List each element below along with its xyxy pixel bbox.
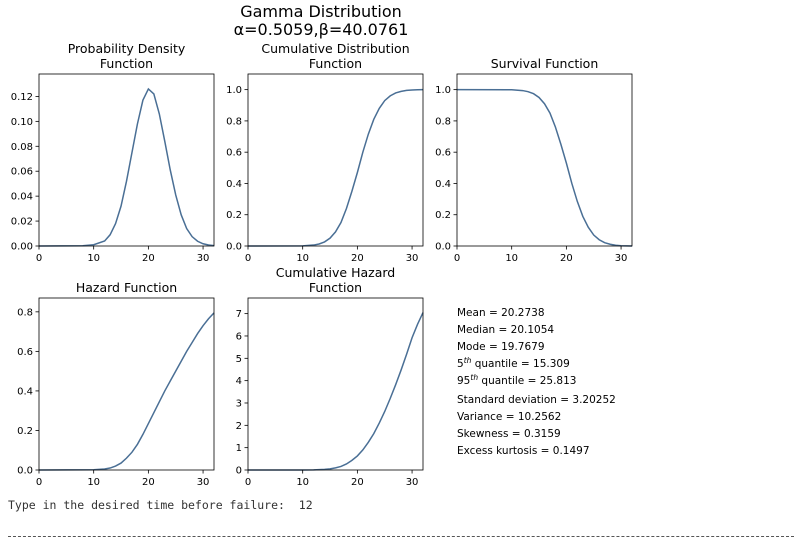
survival-function-curve — [456, 88, 633, 247]
stat-line: Excess kurtosis = 0.1497 — [457, 445, 590, 457]
probability-density-function-ytick-label: 0.10 — [11, 117, 33, 128]
survival-function-xtick-label: 0 — [454, 253, 460, 264]
hazard-function-xtick-label: 10 — [87, 477, 100, 488]
stat-line: 95th quantile = 25.813 — [457, 373, 576, 387]
cumulative-distribution-function-ytick-label: 0.4 — [226, 179, 242, 190]
survival-function-xtick-label: 10 — [505, 253, 518, 264]
hazard-function-ytick-label: 0.8 — [17, 307, 33, 318]
probability-density-function-ytick-label: 0.06 — [11, 167, 33, 178]
cumulative-hazard-function-ytick-label: 3 — [236, 398, 242, 409]
probability-density-function-ytick-label: 0.08 — [11, 142, 33, 153]
stat-line: Variance = 10.2562 — [457, 411, 561, 423]
console-divider — [8, 536, 794, 537]
stat-line: Mean = 20.2738 — [457, 307, 545, 319]
statistics-panel: Mean = 20.2738 Median = 20.1054 Mode = 19.… — [457, 307, 616, 457]
cumulative-hazard-function-ytick-label: 1 — [236, 443, 242, 454]
cumulative-distribution-function-ytick-label: 0.6 — [226, 148, 242, 159]
cumulative-distribution-function-axes-frame — [247, 73, 424, 247]
survival-function-panel: Survival Function 0 10 20 30 0.0 0.2 0.4 0.6 0.8 1… — [435, 56, 633, 264]
probability-density-function-ytick-label: 0.02 — [11, 217, 33, 228]
probability-density-function-xtick-label: 10 — [87, 253, 100, 264]
cumulative-distribution-function-ytick-label: 0.2 — [226, 210, 242, 221]
cumulative-hazard-function-ytick-label: 6 — [236, 331, 242, 342]
hazard-function-title-line-1: Hazard Function — [76, 280, 177, 295]
cumulative-distribution-function-ytick-label: 0.8 — [226, 116, 242, 127]
hazard-function-ytick-label: 0.2 — [17, 426, 33, 437]
survival-function-ytick-label: 0.8 — [435, 116, 451, 127]
hazard-function-axes-frame — [38, 297, 215, 471]
survival-function-axes-frame — [456, 73, 633, 247]
survival-function-ytick-label: 1.0 — [435, 85, 451, 96]
cumulative-hazard-function-xtick-label: 30 — [406, 477, 419, 488]
probability-density-function-ytick-label: 0.00 — [11, 242, 33, 253]
hazard-function-xtick-label: 30 — [197, 477, 210, 488]
probability-density-function-ytick-label: 0.12 — [11, 92, 33, 103]
cumulative-hazard-function-ytick-label: 2 — [236, 421, 242, 432]
survival-function-xtick-label: 20 — [560, 253, 573, 264]
hazard-function-ytick-label: 0.4 — [17, 386, 33, 397]
cumulative-hazard-function-ytick-label: 0 — [236, 466, 242, 477]
probability-density-function-axes-frame — [38, 73, 215, 247]
hazard-function-xtick-label: 20 — [142, 477, 155, 488]
cumulative-distribution-function-xtick-label: 20 — [351, 253, 364, 264]
stat-line: Mode = 19.7679 — [457, 341, 545, 353]
cumulative-hazard-function-curve — [247, 312, 424, 471]
survival-function-title-line-1: Survival Function — [491, 56, 599, 71]
probability-density-function-xtick-label: 0 — [36, 253, 42, 264]
probability-density-function-xtick-label: 30 — [197, 253, 210, 264]
cumulative-hazard-function-xtick-label: 10 — [296, 477, 309, 488]
survival-function-ytick-label: 0.4 — [435, 179, 451, 190]
probability-density-function-title-line-2: Function — [100, 56, 153, 71]
cumulative-distribution-function-title-line-2: Function — [309, 56, 362, 71]
console-prompt: Type in the desired time before failure:… — [8, 498, 313, 512]
probability-density-function-ytick-label: 0.04 — [11, 192, 33, 203]
figure-title-line2: α=0.5059,β=40.0761 — [234, 20, 409, 39]
cumulative-distribution-function-ytick-label: 0.0 — [226, 242, 242, 253]
cumulative-hazard-function-axes-frame — [247, 297, 424, 471]
hazard-function-ytick-label: 0.6 — [17, 347, 33, 358]
probability-density-function-xtick-label: 20 — [142, 253, 155, 264]
cumulative-hazard-function-title-line-2: Function — [309, 280, 362, 295]
cumulative-hazard-function-ytick-label: 5 — [236, 354, 242, 365]
cumulative-hazard-function-title-line-1: Cumulative Hazard — [276, 265, 395, 280]
cumulative-distribution-function-xtick-label: 0 — [245, 253, 251, 264]
stat-line: Standard deviation = 3.20252 — [457, 394, 616, 406]
cumulative-hazard-function-xtick-label: 0 — [245, 477, 251, 488]
survival-function-ytick-label: 0.2 — [435, 210, 451, 221]
cumulative-hazard-function-ytick-label: 7 — [236, 309, 242, 320]
cumulative-distribution-function-title-line-1: Cumulative Distribution — [261, 41, 409, 56]
hazard-function-xtick-label: 0 — [36, 477, 42, 488]
cumulative-hazard-function-ytick-label: 4 — [236, 376, 242, 387]
cumulative-distribution-function-curve — [247, 88, 424, 247]
cumulative-distribution-function-xtick-label: 30 — [406, 253, 419, 264]
hazard-function-panel: Hazard Function 0 10 20 30 0.0 0.2 0.4 0.6 0.8 — [17, 280, 215, 488]
probability-density-function-curve — [38, 87, 215, 247]
hazard-function-ytick-label: 0.0 — [17, 466, 33, 477]
survival-function-ytick-label: 0.6 — [435, 148, 451, 159]
cumulative-distribution-function-xtick-label: 10 — [296, 253, 309, 264]
stat-line: Median = 20.1054 — [457, 324, 554, 336]
cumulative-hazard-function-xtick-label: 20 — [351, 477, 364, 488]
survival-function-ytick-label: 0.0 — [435, 242, 451, 253]
cumulative-distribution-function-ytick-label: 1.0 — [226, 85, 242, 96]
stat-line: Skewness = 0.3159 — [457, 428, 561, 440]
survival-function-xtick-label: 30 — [615, 253, 628, 264]
probability-density-function-title-line-1: Probability Density — [68, 41, 186, 56]
hazard-function-curve — [38, 312, 215, 471]
figure-title-line1: Gamma Distribution — [240, 2, 402, 21]
stat-line: 5th quantile = 15.309 — [457, 356, 570, 370]
